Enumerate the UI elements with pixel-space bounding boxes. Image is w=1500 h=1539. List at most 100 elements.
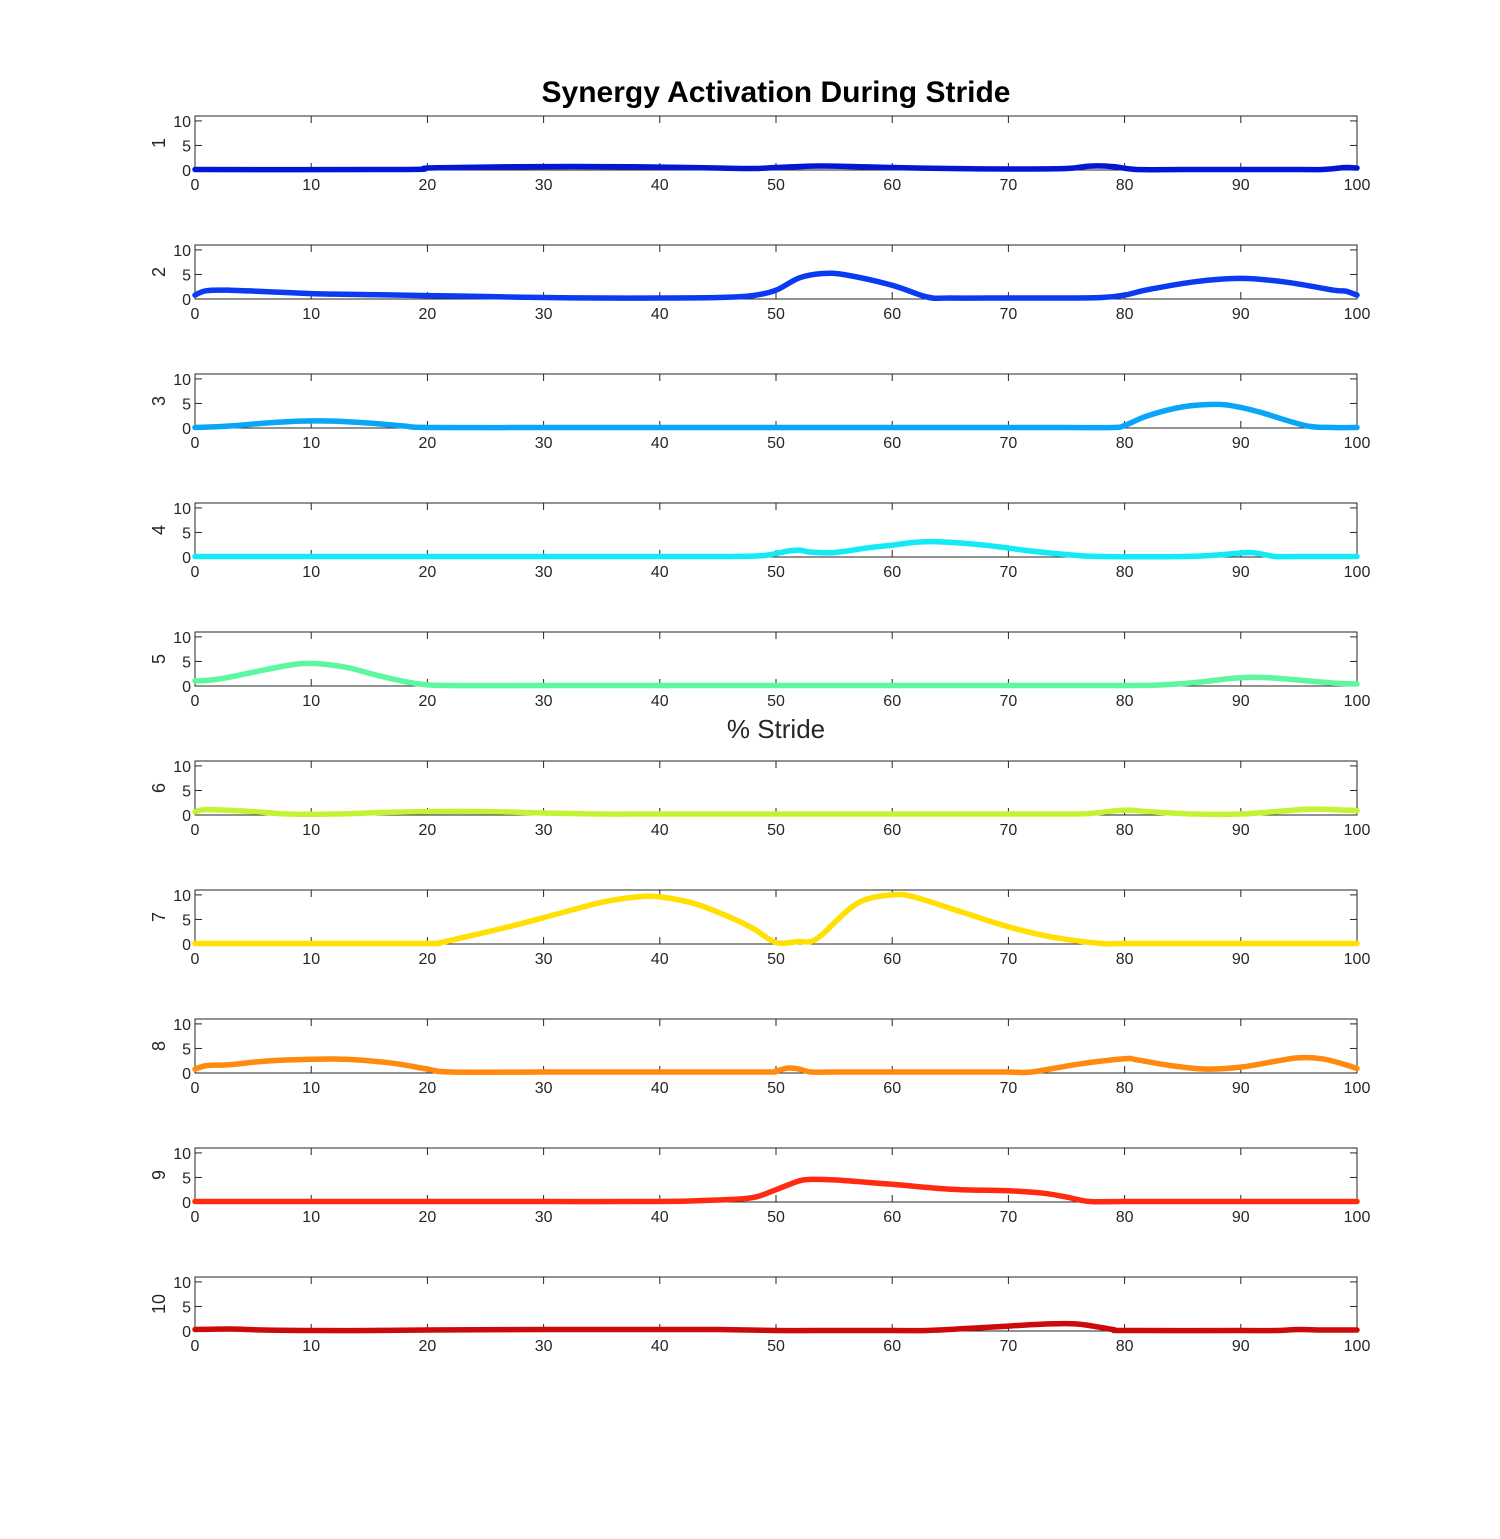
x-tick-label: 40: [651, 564, 669, 581]
series-line-10: [192, 1320, 1360, 1334]
panel-y-label: 1: [149, 138, 169, 148]
x-tick-label: 100: [1344, 1080, 1371, 1097]
x-tick-label: 70: [1000, 564, 1018, 581]
x-tick-label: 10: [302, 1080, 320, 1097]
axes-box: [194, 1276, 1358, 1332]
x-tick-label: 60: [883, 435, 901, 452]
x-tick-label: 0: [191, 693, 200, 710]
x-tick-label: 60: [883, 1080, 901, 1097]
x-tick-label: 50: [767, 1209, 785, 1226]
panel-6: 0 10 20 30 40 50 60 70 80 90 100 0 5 10 6: [149, 759, 1370, 839]
y-tick-label: 0: [182, 292, 191, 309]
x-tick-label: 100: [1344, 951, 1371, 968]
series-line-5: [192, 660, 1360, 689]
x-tick-label: 10: [302, 951, 320, 968]
x-tick-label: 20: [419, 435, 437, 452]
x-tick-label: 100: [1344, 435, 1371, 452]
x-tick-label: 60: [883, 1209, 901, 1226]
series-line-1: [192, 163, 1360, 173]
x-tick-label: 40: [651, 435, 669, 452]
series-line-2: [192, 270, 1360, 302]
x-tick-label: 50: [767, 177, 785, 194]
y-tick-label: 0: [182, 1195, 191, 1212]
panel-y-label: 10: [149, 1294, 169, 1314]
x-tick-label: 50: [767, 693, 785, 710]
x-tick-label: 10: [302, 306, 320, 323]
y-tick-label: 0: [182, 550, 191, 567]
axes-box: [194, 631, 1358, 687]
series-line-9: [192, 1176, 1360, 1205]
x-tick-label: 70: [1000, 306, 1018, 323]
axes-box: [194, 115, 1358, 171]
y-tick-label: 0: [182, 808, 191, 825]
y-tick-label: 5: [182, 1170, 191, 1187]
panel-3: 0 10 20 30 40 50 60 70 80 90 100 0 5 10 3: [149, 372, 1370, 452]
x-tick-label: 100: [1344, 822, 1371, 839]
x-tick-label: 0: [191, 951, 200, 968]
x-tick-label: 90: [1232, 1080, 1250, 1097]
x-tick-label: 80: [1116, 306, 1134, 323]
x-tick-label: 90: [1232, 822, 1250, 839]
panel-y-label: 2: [149, 267, 169, 277]
panel-y-label: 3: [149, 396, 169, 406]
x-tick-label: 0: [191, 564, 200, 581]
x-tick-label: 70: [1000, 951, 1018, 968]
panel-y-label: 8: [149, 1041, 169, 1051]
x-tick-label: 80: [1116, 822, 1134, 839]
y-tick-label: 5: [182, 1299, 191, 1316]
x-tick-label: 40: [651, 306, 669, 323]
x-tick-label: 20: [419, 1338, 437, 1355]
y-tick-label: 0: [182, 163, 191, 180]
x-tick-label: 80: [1116, 951, 1134, 968]
x-tick-label: 20: [419, 564, 437, 581]
y-tick-label: 10: [173, 114, 191, 131]
x-tick-label: 100: [1344, 693, 1371, 710]
x-tick-label: 90: [1232, 693, 1250, 710]
axes-box: [194, 1147, 1358, 1203]
x-tick-label: 70: [1000, 1338, 1018, 1355]
x-tick-label: 20: [419, 1080, 437, 1097]
x-tick-label: 90: [1232, 306, 1250, 323]
y-tick-label: 0: [182, 1066, 191, 1083]
x-tick-label: 70: [1000, 435, 1018, 452]
x-tick-label: 50: [767, 1338, 785, 1355]
x-tick-label: 0: [191, 1209, 200, 1226]
x-tick-label: 60: [883, 306, 901, 323]
x-tick-label: 20: [419, 306, 437, 323]
x-tick-label: 30: [535, 435, 553, 452]
panel-y-label: 5: [149, 654, 169, 664]
y-tick-label: 5: [182, 654, 191, 671]
y-tick-label: 5: [182, 396, 191, 413]
y-tick-label: 10: [173, 888, 191, 905]
x-tick-label: 50: [767, 951, 785, 968]
x-tick-label: 20: [419, 1209, 437, 1226]
axes-box: [194, 889, 1358, 945]
x-tick-label: 0: [191, 1338, 200, 1355]
series-line-7: [192, 891, 1360, 947]
x-tick-label: 60: [883, 177, 901, 194]
y-tick-label: 5: [182, 912, 191, 929]
panel-y-label: 7: [149, 912, 169, 922]
x-tick-label: 70: [1000, 822, 1018, 839]
panel-9: 0 10 20 30 40 50 60 70 80 90 100 0 5 10 9: [149, 1146, 1370, 1226]
y-tick-label: 10: [173, 1017, 191, 1034]
x-tick-label: 40: [651, 693, 669, 710]
chart-title: Synergy Activation During Stride: [542, 76, 1011, 109]
y-tick-label: 5: [182, 783, 191, 800]
x-tick-label: 90: [1232, 177, 1250, 194]
series-line-8: [192, 1054, 1360, 1076]
y-tick-label: 10: [173, 630, 191, 647]
x-tick-label: 100: [1344, 177, 1371, 194]
y-tick-label: 10: [173, 759, 191, 776]
x-tick-label: 90: [1232, 951, 1250, 968]
x-tick-label: 100: [1344, 1209, 1371, 1226]
panel-2: 0 10 20 30 40 50 60 70 80 90 100 0 5 10 2: [149, 243, 1370, 323]
x-tick-label: 60: [883, 564, 901, 581]
y-tick-label: 5: [182, 1041, 191, 1058]
x-tick-label: 20: [419, 951, 437, 968]
x-tick-label: 0: [191, 822, 200, 839]
x-tick-label: 50: [767, 1080, 785, 1097]
panel-y-label: 9: [149, 1170, 169, 1180]
